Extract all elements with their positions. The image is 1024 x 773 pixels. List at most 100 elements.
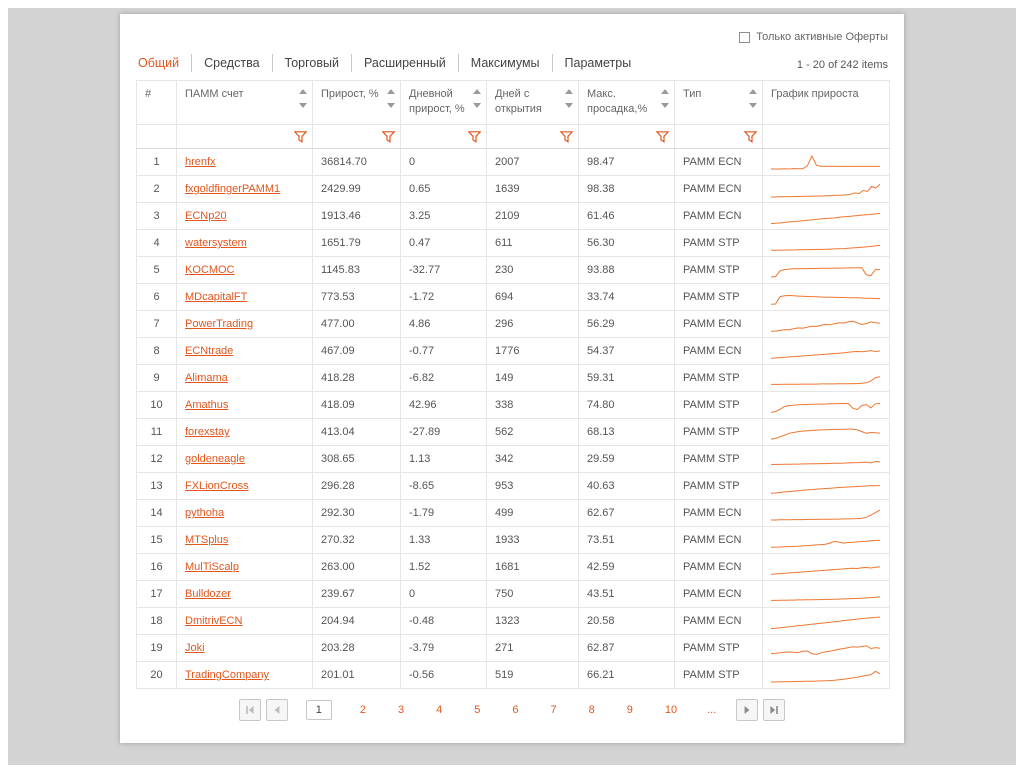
column-header-type[interactable]: Тип bbox=[674, 80, 763, 125]
pager-page-9[interactable]: 9 bbox=[626, 704, 633, 716]
column-header-growth[interactable]: Прирост, % bbox=[312, 80, 401, 125]
sort-asc-icon[interactable] bbox=[387, 89, 395, 94]
account-link[interactable]: forexstay bbox=[185, 426, 230, 438]
tab-parameters[interactable]: Параметры bbox=[551, 54, 644, 72]
filter-input-max-drawdown[interactable] bbox=[583, 128, 652, 145]
pager-page-2[interactable]: 2 bbox=[359, 704, 366, 716]
account-cell: Joki bbox=[176, 634, 313, 662]
items-count: 1 - 20 of 242 items bbox=[796, 59, 888, 71]
account-cell: ECNp20 bbox=[176, 202, 313, 230]
account-link[interactable]: ECNp20 bbox=[185, 210, 227, 222]
header-row: # ПАММ счет Прирост, % Дневной прирост, … bbox=[136, 80, 890, 125]
sort-desc-icon[interactable] bbox=[749, 103, 757, 108]
sort-asc-icon[interactable] bbox=[661, 89, 669, 94]
filter-funnel-icon[interactable] bbox=[466, 130, 482, 144]
account-link[interactable]: hrenfx bbox=[185, 156, 216, 168]
type-cell: PAMM STP bbox=[674, 229, 763, 257]
account-link[interactable]: Bulldozer bbox=[185, 588, 231, 600]
account-link[interactable]: KOCMOC bbox=[185, 264, 235, 276]
row-number-cell: 1 bbox=[136, 148, 177, 176]
account-link[interactable]: MulTiScalp bbox=[185, 561, 239, 573]
type-cell: PAMM ECN bbox=[674, 310, 763, 338]
filter-input-type[interactable] bbox=[679, 128, 740, 145]
account-link[interactable]: watersystem bbox=[185, 237, 247, 249]
filter-funnel-icon[interactable] bbox=[742, 130, 758, 144]
account-link[interactable]: Alimama bbox=[185, 372, 228, 384]
pager-page-current[interactable]: 1 bbox=[305, 700, 332, 720]
checkbox-box[interactable] bbox=[739, 31, 751, 43]
pager-last-button[interactable] bbox=[763, 699, 786, 721]
sort-desc-icon[interactable] bbox=[387, 103, 395, 108]
pager-page-6[interactable]: 6 bbox=[512, 704, 519, 716]
growth-cell: 308.65 bbox=[312, 445, 401, 473]
account-link[interactable]: ECNtrade bbox=[185, 345, 234, 357]
tab-maximums[interactable]: Максимумы bbox=[457, 54, 552, 72]
sort-desc-icon[interactable] bbox=[299, 103, 307, 108]
max-drawdown-cell: 43.51 bbox=[578, 580, 675, 608]
account-link[interactable]: fxgoldfingerPAMM1 bbox=[185, 183, 281, 195]
chart-cell bbox=[762, 553, 890, 581]
filter-funnel-icon[interactable] bbox=[292, 130, 308, 144]
column-header-max-drawdown[interactable]: Макс. просадка,% bbox=[578, 80, 675, 125]
account-link[interactable]: Amathus bbox=[185, 399, 229, 411]
account-link[interactable]: goldeneagle bbox=[185, 453, 245, 465]
table-row: 19 Joki 203.28 -3.79 271 62.87 PAMM STP bbox=[136, 634, 890, 662]
account-link[interactable]: MTSplus bbox=[185, 534, 229, 546]
growth-cell: 270.32 bbox=[312, 526, 401, 554]
account-link[interactable]: MDcapitalFT bbox=[185, 291, 248, 303]
pager-prev-button[interactable] bbox=[265, 699, 288, 721]
daily-growth-cell: -1.79 bbox=[400, 499, 487, 527]
sort-asc-icon[interactable] bbox=[473, 89, 481, 94]
type-cell: PAMM STP bbox=[674, 418, 763, 446]
pager-page-7[interactable]: 7 bbox=[550, 704, 557, 716]
pager-page-8[interactable]: 8 bbox=[588, 704, 595, 716]
pager-page-4[interactable]: 4 bbox=[436, 704, 443, 716]
sort-desc-icon[interactable] bbox=[565, 103, 573, 108]
daily-growth-cell: -8.65 bbox=[400, 472, 487, 500]
filter-input-account[interactable] bbox=[181, 128, 290, 145]
column-label-daily-growth: Дневной прирост, % bbox=[409, 88, 465, 115]
pager-page-10[interactable]: 10 bbox=[664, 704, 678, 716]
pager-page-3[interactable]: 3 bbox=[397, 704, 405, 716]
account-link[interactable]: pythoha bbox=[185, 507, 225, 519]
account-link[interactable]: FXLionCross bbox=[185, 480, 249, 492]
sort-asc-icon[interactable] bbox=[565, 89, 573, 94]
sort-desc-icon[interactable] bbox=[661, 103, 669, 108]
active-offers-checkbox[interactable]: Только активные Оферты bbox=[739, 31, 888, 43]
tab-general[interactable]: Общий bbox=[138, 56, 180, 70]
sort-desc-icon[interactable] bbox=[473, 103, 481, 108]
pager-first-button[interactable] bbox=[238, 699, 261, 721]
sort-asc-icon[interactable] bbox=[299, 89, 307, 94]
chart-cell bbox=[762, 634, 890, 662]
growth-sparkline bbox=[770, 616, 881, 629]
days-open-cell: 1933 bbox=[486, 526, 579, 554]
account-cell: ECNtrade bbox=[176, 337, 313, 365]
column-label-type: Тип bbox=[683, 88, 702, 100]
column-header-account[interactable]: ПАММ счет bbox=[176, 80, 313, 125]
account-link[interactable]: Joki bbox=[185, 642, 205, 654]
growth-sparkline bbox=[771, 154, 880, 170]
filter-input-daily-growth[interactable] bbox=[405, 128, 464, 145]
filter-funnel-icon[interactable] bbox=[558, 130, 574, 144]
column-header-days-open[interactable]: Дней с открытия bbox=[486, 80, 579, 125]
tab-extended[interactable]: Расширенный bbox=[350, 54, 458, 72]
pager-page-5[interactable]: 5 bbox=[474, 704, 481, 716]
growth-cell: 292.30 bbox=[312, 499, 401, 527]
type-cell: PAMM STP bbox=[674, 445, 763, 473]
daily-growth-cell: -1.72 bbox=[400, 283, 487, 311]
growth-cell: 1145.83 bbox=[312, 256, 401, 284]
account-link[interactable]: TradingCompany bbox=[185, 669, 269, 681]
filter-funnel-icon[interactable] bbox=[380, 130, 396, 144]
tab-funds[interactable]: Средства bbox=[191, 54, 271, 72]
filter-input-days-open[interactable] bbox=[491, 128, 556, 145]
tab-trading[interactable]: Торговый bbox=[271, 54, 351, 72]
filter-funnel-icon[interactable] bbox=[654, 130, 670, 144]
sort-asc-icon[interactable] bbox=[749, 89, 757, 94]
column-header-daily-growth[interactable]: Дневной прирост, % bbox=[400, 80, 487, 125]
account-link[interactable]: DmitrivECN bbox=[185, 615, 243, 627]
pager-ellipsis: ... bbox=[707, 704, 717, 716]
growth-cell: 263.00 bbox=[312, 553, 401, 581]
pager-next-button[interactable] bbox=[736, 699, 759, 721]
account-link[interactable]: PowerTrading bbox=[185, 318, 254, 330]
filter-input-growth[interactable] bbox=[317, 128, 378, 145]
